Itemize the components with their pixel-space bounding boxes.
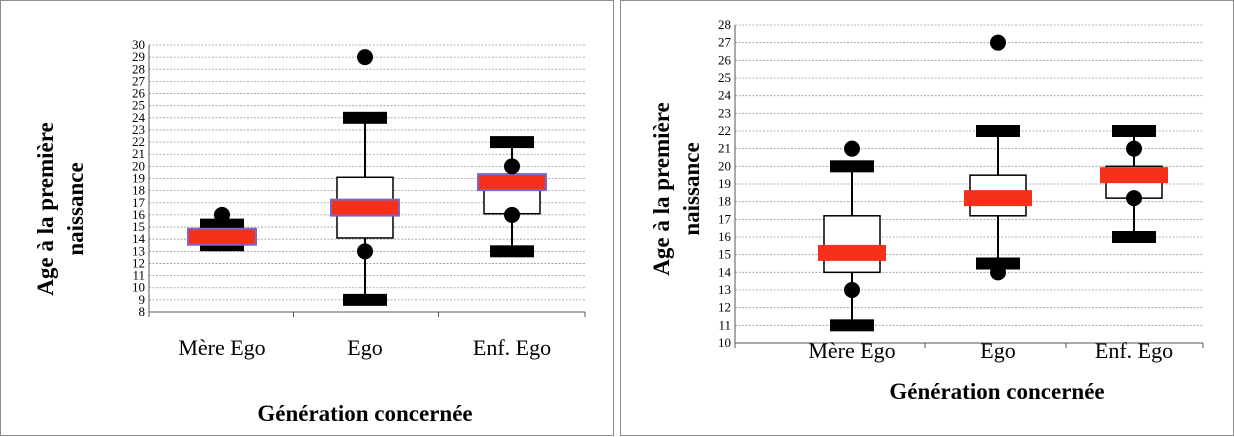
y-tick-label: 13 <box>718 282 731 297</box>
y-tick-label: 18 <box>132 183 145 198</box>
y-tick-label: 24 <box>132 110 146 125</box>
box-0 <box>818 140 886 332</box>
iqr-box <box>823 215 881 274</box>
y-tick-label: 30 <box>132 37 145 52</box>
whisker-cap <box>343 293 387 306</box>
x-category-label: Ego <box>347 335 382 360</box>
x-category-label: Enf. Ego <box>473 335 551 360</box>
y-tick-label: 10 <box>132 280 145 295</box>
median-bar <box>330 198 400 217</box>
y-tick-label: 17 <box>718 211 732 226</box>
y-tick-label: 20 <box>132 158 145 173</box>
whisker-cap <box>830 160 874 173</box>
outlier-point <box>357 49 373 66</box>
y-tick-label: 23 <box>718 105 731 120</box>
whisker-cap <box>1112 125 1156 137</box>
y-tick-label: 18 <box>718 194 731 209</box>
y-tick-label: 27 <box>718 35 732 50</box>
y-tick-label: 22 <box>132 134 145 149</box>
y-axis-title-line: Age à la première <box>649 102 674 276</box>
y-tick-label: 21 <box>718 141 731 156</box>
outlier-point <box>990 34 1006 51</box>
y-tick-label: 26 <box>718 52 732 67</box>
outlier-point <box>504 206 520 223</box>
y-tick-label: 10 <box>718 335 731 350</box>
y-axis-title: Age à la première naissance <box>33 122 88 296</box>
y-tick-label: 17 <box>132 195 146 210</box>
whisker-cap <box>200 218 244 231</box>
x-category-label: Mère Ego <box>808 338 895 363</box>
x-category-label: Enf. Ego <box>1095 338 1173 363</box>
y-axis-title-line: naissance <box>679 142 704 235</box>
whisker-cap <box>976 257 1020 270</box>
y-tick-label: 26 <box>132 86 146 101</box>
y-tick-label: 22 <box>718 123 731 138</box>
y-tick-label: 12 <box>718 300 731 315</box>
y-tick-label: 12 <box>132 255 145 270</box>
y-tick-label: 19 <box>718 176 731 191</box>
outlier-point <box>1126 190 1142 207</box>
y-tick-label: 15 <box>718 247 731 262</box>
box-0 <box>187 206 257 252</box>
y-axis-title-line: Age à la première <box>33 122 58 296</box>
median-bar <box>964 190 1032 207</box>
x-axis-title: Génération concernée <box>257 401 472 426</box>
outlier-point <box>844 282 860 298</box>
y-tick-label: 28 <box>718 17 731 32</box>
box-1 <box>330 49 400 306</box>
y-tick-label: 20 <box>718 158 731 173</box>
outlier-point <box>990 264 1006 281</box>
median-bar <box>818 244 886 261</box>
y-tick-label: 8 <box>139 304 146 319</box>
y-tick-label: 15 <box>132 219 145 234</box>
y-tick-label: 25 <box>718 70 731 85</box>
median-bar <box>1100 167 1168 184</box>
y-tick-label: 23 <box>132 122 145 137</box>
y-tick-label: 27 <box>132 73 146 88</box>
median-bar <box>477 173 547 192</box>
y-axis-title-line: naissance <box>63 162 88 255</box>
y-tick-label: 29 <box>132 49 145 64</box>
chart-panel-left: 8 9 10 11 12 13 14 15 16 17 18 19 20 21 22 23 24 25 26 27 28… <box>0 0 614 436</box>
y-tick-label: 16 <box>132 207 146 222</box>
y-tick-label: 24 <box>718 88 732 103</box>
y-tick-label: 11 <box>132 268 145 283</box>
box-2 <box>477 136 547 258</box>
whisker-cap <box>1112 231 1156 243</box>
y-tick-label: 21 <box>132 146 145 161</box>
y-tick-label: 19 <box>132 171 145 186</box>
y-tick-label: 11 <box>718 317 731 332</box>
median-bar <box>187 227 257 246</box>
whisker-cap <box>490 245 534 258</box>
box-2 <box>1100 125 1168 243</box>
whisker-cap <box>976 125 1020 137</box>
outlier-point <box>1126 140 1142 157</box>
outlier-point <box>357 243 373 260</box>
whisker-cap <box>490 136 534 149</box>
chart-panel-right: 10 11 12 13 14 15 16 17 18 19 20 21 22 23 24 25 26 27 28 Mè… <box>620 0 1234 436</box>
box-1 <box>964 34 1032 281</box>
boxplot-left: 8910111213141516171819202122232425262728… <box>33 37 586 426</box>
y-tick-label: 14 <box>718 264 732 279</box>
y-axis-title: Age à la première naissance <box>649 102 704 276</box>
y-tick-label: 25 <box>132 98 145 113</box>
y-tick-label: 16 <box>718 229 732 244</box>
y-tick-label: 14 <box>132 231 146 246</box>
boxplot-right: 10 11 12 13 14 15 16 17 18 19 20 21 22 23 24 25 26 27 28 Mè… <box>649 17 1204 404</box>
y-tick-label: 28 <box>132 61 145 76</box>
x-axis-title: Génération concernée <box>889 379 1104 404</box>
x-category-label: Mère Ego <box>178 335 265 360</box>
outlier-point <box>504 158 520 175</box>
y-tick-label: 9 <box>139 292 146 307</box>
y-tick-label: 13 <box>132 243 145 258</box>
outlier-point <box>844 140 860 157</box>
whisker-cap <box>830 319 874 332</box>
outlier-point <box>214 206 230 223</box>
whisker-cap <box>343 111 387 124</box>
x-category-label: Ego <box>980 338 1015 363</box>
